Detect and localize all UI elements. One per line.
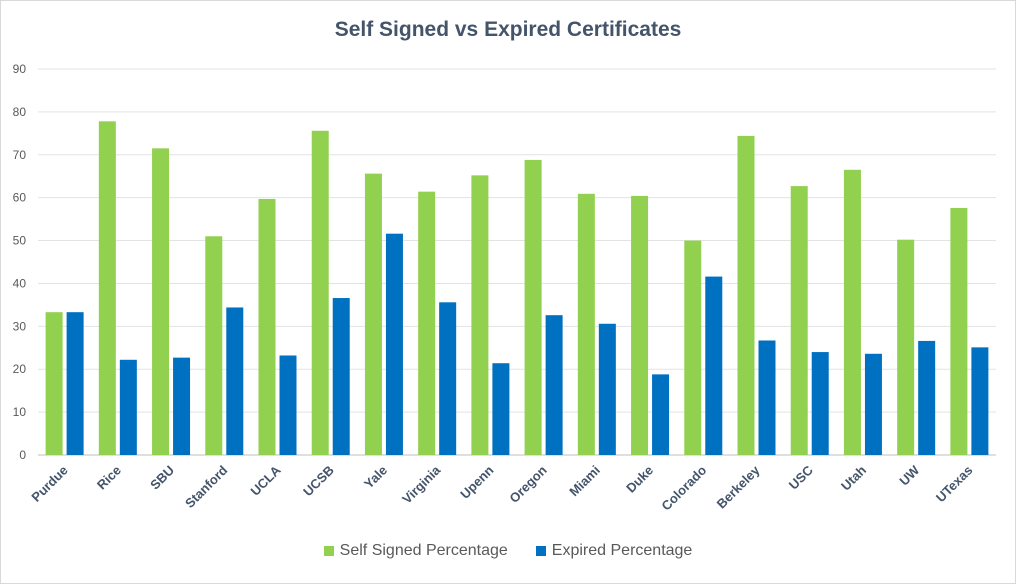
x-tick-label: Miami <box>566 463 603 500</box>
y-tick-label: 50 <box>13 234 27 248</box>
bar-expired <box>918 340 936 455</box>
legend-item-self-signed: Self Signed Percentage <box>323 542 508 560</box>
bar-self-signed <box>364 173 382 455</box>
bar-self-signed <box>631 195 649 455</box>
bar-self-signed <box>258 198 276 455</box>
x-tick-label: Oregon <box>506 462 549 505</box>
bar-self-signed <box>152 148 170 455</box>
x-tick-label: UCLA <box>247 462 284 499</box>
x-tick-label: Stanford <box>182 462 230 510</box>
bar-self-signed <box>524 159 542 455</box>
bar-expired <box>385 233 403 455</box>
x-tick-label: Purdue <box>28 463 70 505</box>
bar-self-signed <box>418 191 436 455</box>
bar-self-signed <box>98 121 116 455</box>
bar-expired <box>545 315 563 455</box>
x-tick-label: Upenn <box>457 462 496 501</box>
y-tick-label: 40 <box>13 276 27 290</box>
y-tick-label: 20 <box>13 362 27 376</box>
x-tick-label: SBU <box>147 463 177 493</box>
legend-item-expired: Expired Percentage <box>535 542 693 560</box>
bar-expired <box>226 307 244 455</box>
x-tick-label: UCSB <box>300 463 337 500</box>
bar-expired <box>598 323 616 455</box>
y-tick-label: 70 <box>13 148 27 162</box>
y-tick-label: 0 <box>19 448 26 462</box>
bar-expired <box>439 302 457 455</box>
x-tick-label: Rice <box>94 463 124 493</box>
y-tick-label: 80 <box>13 105 27 119</box>
bar-self-signed <box>577 193 595 455</box>
bar-expired <box>652 374 670 455</box>
bar-self-signed <box>950 207 968 455</box>
bar-expired <box>173 357 191 455</box>
bar-expired <box>971 347 989 455</box>
legend: Self Signed Percentage Expired Percentag… <box>0 542 1016 560</box>
x-tick-label: Colorado <box>658 462 709 513</box>
x-tick-label: Yale <box>361 463 390 492</box>
bar-self-signed <box>897 239 915 455</box>
legend-swatch-expired <box>535 546 546 556</box>
x-tick-label: Berkeley <box>714 462 763 511</box>
chart-title: Self Signed vs Expired Certificates <box>334 18 682 41</box>
bar-expired <box>332 298 350 455</box>
bar-self-signed <box>684 240 702 455</box>
bar-self-signed <box>471 175 489 455</box>
bar-expired <box>864 353 882 455</box>
x-tick-label: Utah <box>838 462 869 493</box>
bar-self-signed <box>790 186 808 455</box>
x-tick-label: UTexas <box>933 463 976 506</box>
bar-self-signed <box>843 169 861 456</box>
y-tick-label: 30 <box>13 319 27 333</box>
x-tick-label: Duke <box>623 463 656 496</box>
legend-label-expired: Expired Percentage <box>551 542 693 559</box>
y-tick-label: 60 <box>13 191 27 205</box>
x-tick-label: USC <box>786 462 816 492</box>
x-tick-label: Virginia <box>399 462 444 507</box>
bar-expired <box>119 359 137 455</box>
bar-expired <box>66 312 84 455</box>
bar-self-signed <box>737 135 755 455</box>
legend-swatch-self-signed <box>323 546 334 556</box>
bar-self-signed <box>45 312 63 455</box>
x-tick-label: UW <box>896 462 922 488</box>
bar-self-signed <box>205 236 223 455</box>
legend-label-self-signed: Self Signed Percentage <box>339 542 508 559</box>
bar-expired <box>279 355 297 455</box>
y-tick-label: 10 <box>13 405 27 419</box>
bar-expired <box>811 352 829 455</box>
bar-expired <box>492 363 510 455</box>
bar-expired <box>758 340 776 455</box>
y-tick-label: 90 <box>13 62 27 76</box>
bar-self-signed <box>311 130 329 455</box>
bar-expired <box>705 276 723 455</box>
